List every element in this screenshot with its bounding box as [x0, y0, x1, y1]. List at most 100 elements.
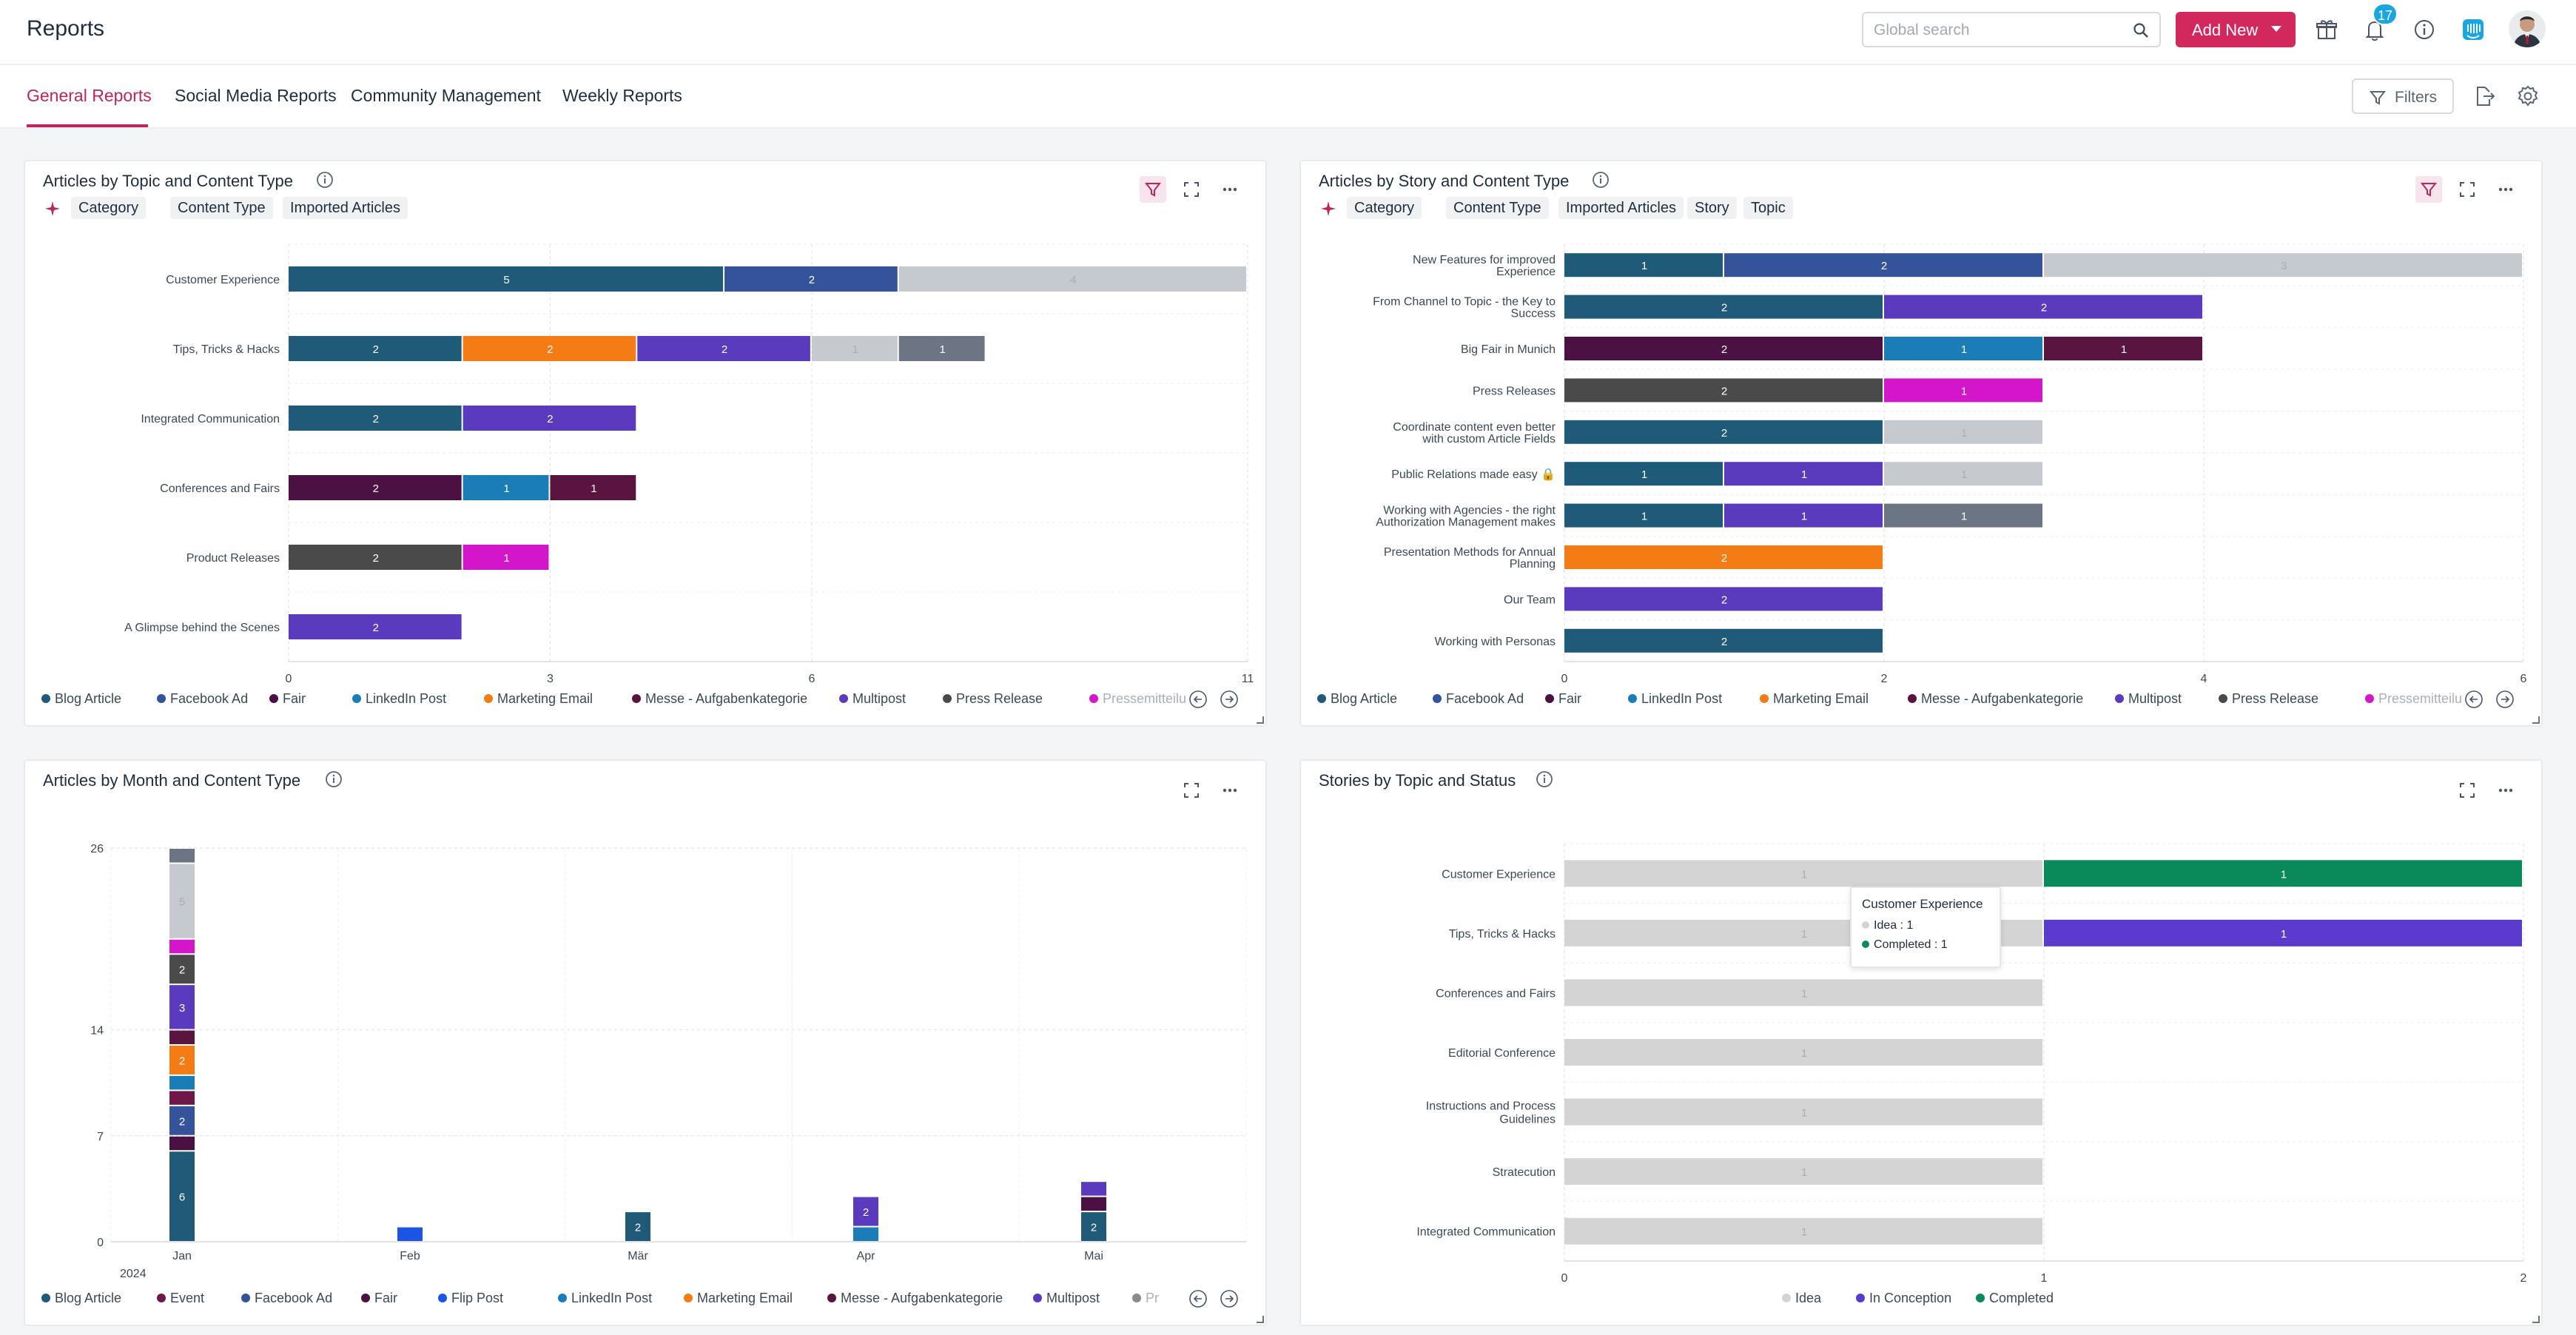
chip-topic[interactable]: Topic [1743, 197, 1793, 219]
bar-segment-multipost [169, 985, 195, 1029]
resize-handle[interactable] [1257, 1316, 1264, 1323]
legend-item[interactable]: Completed [1976, 1291, 2054, 1306]
chip-content-type[interactable]: Content Type [170, 197, 273, 219]
legend-item[interactable]: In Conception [1856, 1291, 1951, 1306]
legend-item[interactable]: Press Release [2219, 691, 2318, 707]
legend-item[interactable]: Flip Post [438, 1291, 503, 1306]
bar-segment-multipost [289, 614, 462, 639]
legend-item[interactable]: Fair [269, 691, 306, 707]
legend-item[interactable]: Fair [1545, 691, 1581, 707]
export-icon[interactable] [2470, 83, 2497, 110]
category-label: Public Relations made easy 🔒 [1391, 468, 1556, 481]
info-icon[interactable] [315, 170, 334, 189]
legend-item[interactable]: Blog Article [41, 691, 121, 707]
legend-item[interactable]: Blog Article [41, 1291, 121, 1306]
legend-prev-icon[interactable] [1188, 690, 1208, 709]
top-bar: Reports Global search Add New 17 [0, 0, 2576, 65]
more-options-icon[interactable] [2492, 176, 2519, 203]
legend-item[interactable]: Event [157, 1291, 204, 1306]
legend-item[interactable]: LinkedIn Post [1628, 691, 1722, 707]
resize-handle[interactable] [1257, 716, 1264, 724]
global-search-input[interactable]: Global search [1862, 12, 2161, 47]
legend-item[interactable]: Fair [361, 1291, 397, 1306]
legend-next-icon[interactable] [1220, 690, 1239, 709]
category-label: Working with Personas [1435, 636, 1556, 648]
messe-dot [632, 694, 641, 703]
legend-next-icon[interactable] [2495, 690, 2515, 709]
legend-item[interactable]: Messe - Aufgabenkategorie [1908, 691, 2083, 707]
legend-item[interactable]: Multipost [1033, 1291, 1100, 1306]
linkedin-post-dot [352, 694, 361, 703]
bar-segment-blog-article [1564, 295, 1883, 319]
tab-general-reports[interactable]: General Reports [27, 86, 152, 105]
legend-item[interactable]: Multipost [2115, 691, 2182, 707]
filter-icon[interactable] [2415, 176, 2442, 203]
legend-item[interactable]: Pressemitteilu [1089, 691, 1186, 707]
fullscreen-icon[interactable] [1178, 777, 1205, 804]
category-label: Instructions and Process [1426, 1100, 1556, 1113]
more-options-icon[interactable] [2492, 777, 2519, 804]
user-avatar[interactable] [2509, 10, 2546, 47]
bar-segment-pressemitteilung [463, 545, 549, 570]
bar-segment-marketing-email [1564, 545, 1883, 569]
legend-item[interactable]: Facebook Ad [157, 691, 248, 707]
legend-item[interactable]: Facebook Ad [1433, 691, 1524, 707]
legend-item[interactable]: Messe - Aufgabenkategorie [632, 691, 807, 707]
bar-segment-linkedin-post [169, 1075, 195, 1090]
tab-weekly-reports[interactable]: Weekly Reports [562, 86, 682, 105]
fullscreen-icon[interactable] [2454, 176, 2481, 203]
resize-handle[interactable] [2532, 716, 2540, 724]
legend-item[interactable]: LinkedIn Post [558, 1291, 652, 1306]
tab-social-media-reports[interactable]: Social Media Reports [175, 86, 337, 105]
legend-prev-icon[interactable] [2464, 690, 2483, 709]
tooltip-value: Completed : 1 [1874, 938, 1948, 951]
intercom-icon[interactable] [2460, 16, 2486, 43]
chip-imported-articles[interactable]: Imported Articles [1558, 197, 1684, 219]
bar-segment-press-release [169, 955, 195, 984]
category-label: Big Fair in Munich [1461, 343, 1556, 356]
chip-imported-articles[interactable]: Imported Articles [283, 197, 408, 219]
x-tick-label: 11 [1242, 673, 1254, 685]
legend-item[interactable]: Idea [1782, 1291, 1821, 1306]
fair-dot [269, 694, 278, 703]
fullscreen-icon[interactable] [1178, 176, 1205, 203]
legend-item[interactable]: LinkedIn Post [352, 691, 446, 707]
chip-story[interactable]: Story [1687, 197, 1737, 219]
legend-label: Facebook Ad [255, 1291, 333, 1305]
info-icon[interactable] [1591, 170, 1610, 189]
more-options-icon[interactable] [1217, 176, 1243, 203]
add-new-button[interactable]: Add New [2176, 12, 2296, 47]
more-options-icon[interactable] [1217, 777, 1243, 804]
filter-icon[interactable] [1140, 176, 1166, 203]
legend-item[interactable]: Blog Article [1317, 691, 1397, 707]
info-icon[interactable] [2411, 16, 2438, 43]
gift-icon[interactable] [2313, 16, 2340, 43]
chip-content-type[interactable]: Content Type [1446, 197, 1549, 219]
legend-item[interactable]: Facebook Ad [241, 1291, 332, 1306]
panel-actions [1178, 777, 1252, 804]
resize-handle[interactable] [2532, 1316, 2540, 1323]
legend-item[interactable]: Multipost [839, 691, 906, 707]
legend-item[interactable]: Pressemitteilu [2365, 691, 2462, 707]
bar-segment-pressemitteilung [1884, 378, 2042, 403]
legend-label: Fair [283, 691, 306, 706]
fullscreen-icon[interactable] [2454, 777, 2481, 804]
legend-item[interactable]: Messe - Aufgabenkategorie [827, 1291, 1003, 1306]
legend-next-icon[interactable] [1220, 1289, 1239, 1308]
chip-category[interactable]: Category [71, 197, 147, 219]
filters-button[interactable]: Filters [2352, 78, 2454, 114]
legend-item[interactable]: Press [1132, 1291, 1159, 1306]
bar-segment-multipost [1564, 587, 1883, 611]
legend-item[interactable]: Marketing Email [484, 691, 593, 707]
panel-title: Articles by Month and Content Type [43, 771, 301, 790]
legend-item[interactable]: Press Release [943, 691, 1043, 707]
legend-item[interactable]: Marketing Email [684, 1291, 793, 1306]
info-icon[interactable] [324, 770, 343, 789]
legend-item[interactable]: Marketing Email [1760, 691, 1869, 707]
chip-category[interactable]: Category [1347, 197, 1422, 219]
bar-segment-blog-article [289, 406, 462, 431]
info-icon[interactable] [1535, 770, 1554, 789]
settings-gear-icon[interactable] [2515, 83, 2541, 110]
legend-prev-icon[interactable] [1188, 1289, 1208, 1308]
tab-community-management[interactable]: Community Management [351, 86, 541, 105]
